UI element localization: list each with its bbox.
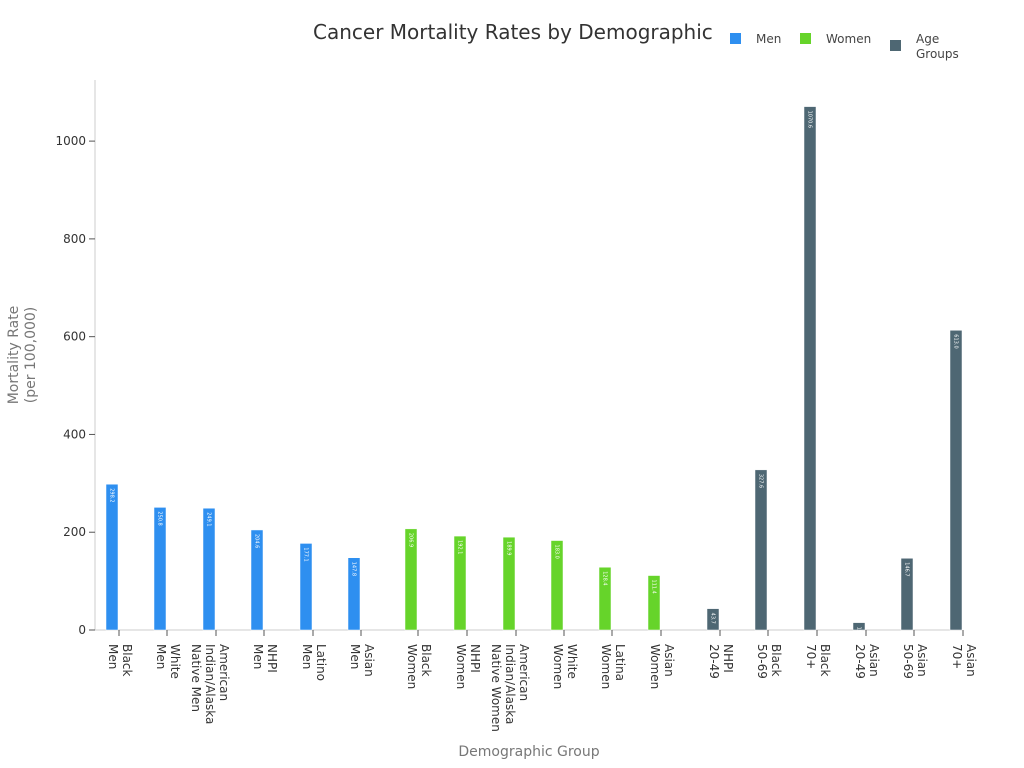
x-tick-label: Asian20-49 (853, 644, 881, 679)
chart-title: Cancer Mortality Rates by Demographic (313, 20, 713, 44)
bar-value-label: 249.1 (206, 512, 212, 526)
x-tick-label: AmericanIndian/AlaskaNative Men (189, 644, 231, 724)
x-tick-label: WhiteWomen (551, 644, 579, 689)
bar-value-label: 15.1 (856, 627, 862, 638)
bar-value-label: 146.7 (904, 562, 910, 576)
bar (250, 529, 264, 631)
bar-value-label: 327.6 (758, 474, 764, 488)
bar-value-label: 147.8 (351, 562, 357, 576)
x-tick-label: Asian50-69 (901, 644, 929, 679)
bar-value-label: 43.7 (710, 613, 716, 624)
x-tick-label: Asian70+ (950, 644, 978, 677)
bar (202, 507, 216, 631)
x-tick-label: Black50-69 (755, 644, 783, 679)
bar (105, 483, 119, 631)
bar (502, 536, 516, 631)
legend-label-age-groups: Age Groups (916, 32, 959, 61)
bar (754, 469, 768, 631)
bar (598, 566, 612, 631)
bar-value-label: 206.9 (408, 533, 414, 547)
x-tick-label: Black70+ (804, 644, 832, 677)
x-tick-label: AsianWomen (648, 644, 676, 689)
legend-label-men: Men (756, 32, 782, 46)
legend-swatch-age-groups (890, 40, 901, 51)
bar-value-label: 613.0 (953, 334, 959, 348)
bar (153, 507, 167, 631)
x-tick-label: NHPI20-49 (707, 644, 735, 679)
bar-value-label: 192.1 (457, 540, 463, 554)
y-axis-label: Mortality Rate(per 100,000) (6, 306, 39, 405)
bar-value-label: 189.9 (506, 541, 512, 555)
bar (852, 622, 866, 631)
y-tick-label: 400 (63, 427, 86, 441)
bar-value-label: 298.2 (109, 488, 115, 502)
bar (900, 558, 914, 631)
bar (803, 106, 817, 631)
bar-value-label: 111.4 (651, 580, 657, 594)
x-tick-label: WhiteMen (154, 644, 182, 679)
bar-value-label: 1070.6 (807, 111, 813, 128)
x-tick-label: AsianMen (348, 644, 376, 677)
bar (453, 535, 467, 631)
bar (299, 543, 313, 631)
bar (647, 575, 661, 631)
bar (706, 608, 720, 631)
x-tick-label: LatinaWomen (599, 644, 627, 689)
bar-value-label: 183.0 (554, 545, 560, 559)
legend-swatch-women (800, 33, 811, 44)
bar (404, 528, 418, 631)
x-tick-label: NHPIWomen (454, 644, 482, 689)
x-axis-label: Demographic Group (458, 744, 599, 760)
y-tick-label: 1000 (55, 134, 86, 148)
bar (550, 540, 564, 631)
x-tick-label: LatinoMen (300, 644, 328, 681)
bar-value-label: 128.4 (602, 571, 608, 585)
bar-value-label: 250.8 (157, 511, 163, 525)
bar (949, 330, 963, 631)
bar-value-label: 204.6 (254, 534, 260, 548)
y-tick-label: 200 (63, 525, 86, 539)
bar (347, 557, 361, 631)
bar-value-label: 177.1 (303, 547, 309, 561)
y-tick-label: 600 (63, 330, 86, 344)
x-tick-label: BlackWomen (405, 644, 433, 689)
y-tick-label: 0 (78, 623, 86, 637)
x-tick-label: BlackMen (106, 644, 134, 677)
legend-label-women: Women (826, 32, 872, 46)
y-tick-label: 800 (63, 232, 86, 246)
x-tick-label: AmericanIndian/AlaskaNative Women (489, 644, 531, 732)
x-tick-label: NHPIMen (251, 644, 279, 673)
legend-swatch-men (730, 33, 741, 44)
